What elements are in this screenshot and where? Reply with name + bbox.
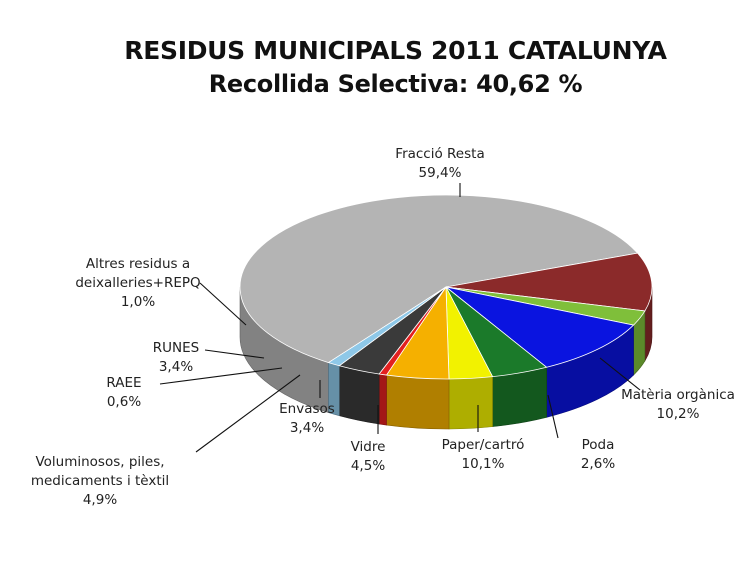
pie-slice [327, 286, 447, 367]
pie-slice [445, 252, 653, 312]
leader-line [599, 357, 641, 391]
leader-line [159, 367, 283, 385]
slice-value: 3,4% [159, 359, 193, 375]
pie-side-4 [492, 366, 547, 427]
slice-value: 10,2% [657, 406, 700, 422]
chart-subtitle: Recollida Selectiva: 40,62 % [208, 70, 583, 98]
pie-side-5 [448, 376, 493, 430]
data-labels: Fracció Resta 59,4%Matèria orgànica 10,2%P… [31, 146, 735, 508]
slice-label: Fracció Resta 59,4% [395, 146, 484, 181]
slice-label: Envasos 3,4% [279, 401, 335, 436]
leader-line [547, 394, 559, 439]
slice-label: Paper/cartró 10,1% [442, 437, 525, 472]
slice-value: 3,4% [290, 420, 324, 436]
slice-value: 2,6% [581, 456, 615, 472]
pie-slice [239, 194, 639, 364]
slice-value: 1,0% [121, 294, 155, 310]
pie-slice [445, 286, 635, 368]
slice-label: Poda 2,6% [581, 437, 615, 472]
slice-label: RAEE 0,6% [106, 375, 141, 410]
pie-sides [239, 286, 653, 430]
pie-side-6 [386, 374, 450, 430]
leader-line [199, 282, 247, 326]
slice-label: Vidre 4,5% [351, 439, 386, 474]
slice-value: 4,5% [351, 458, 385, 474]
pie-side-8 [339, 365, 380, 425]
pie-side-7 [378, 373, 387, 426]
slice-label: Matèria orgànica 10,2% [621, 387, 735, 422]
slice-value: 59,4% [419, 165, 462, 181]
pie-tops [239, 194, 653, 380]
leader-line [204, 349, 265, 359]
slice-value: 0,6% [107, 394, 141, 410]
slice-value: 10,1% [462, 456, 505, 472]
slice-label: RUNES 3,4% [153, 340, 199, 375]
leader-line [195, 374, 301, 453]
slice-label: Voluminosos, piles, medicaments i tèxtil 4… [31, 454, 169, 508]
chart-title: RESIDUS MUNICIPALS 2011 CATALUNYA [124, 36, 667, 65]
slice-label: Altres residus a deixalleries+REPQ 1,0% [75, 256, 200, 310]
slice-value: 4,9% [83, 492, 117, 508]
